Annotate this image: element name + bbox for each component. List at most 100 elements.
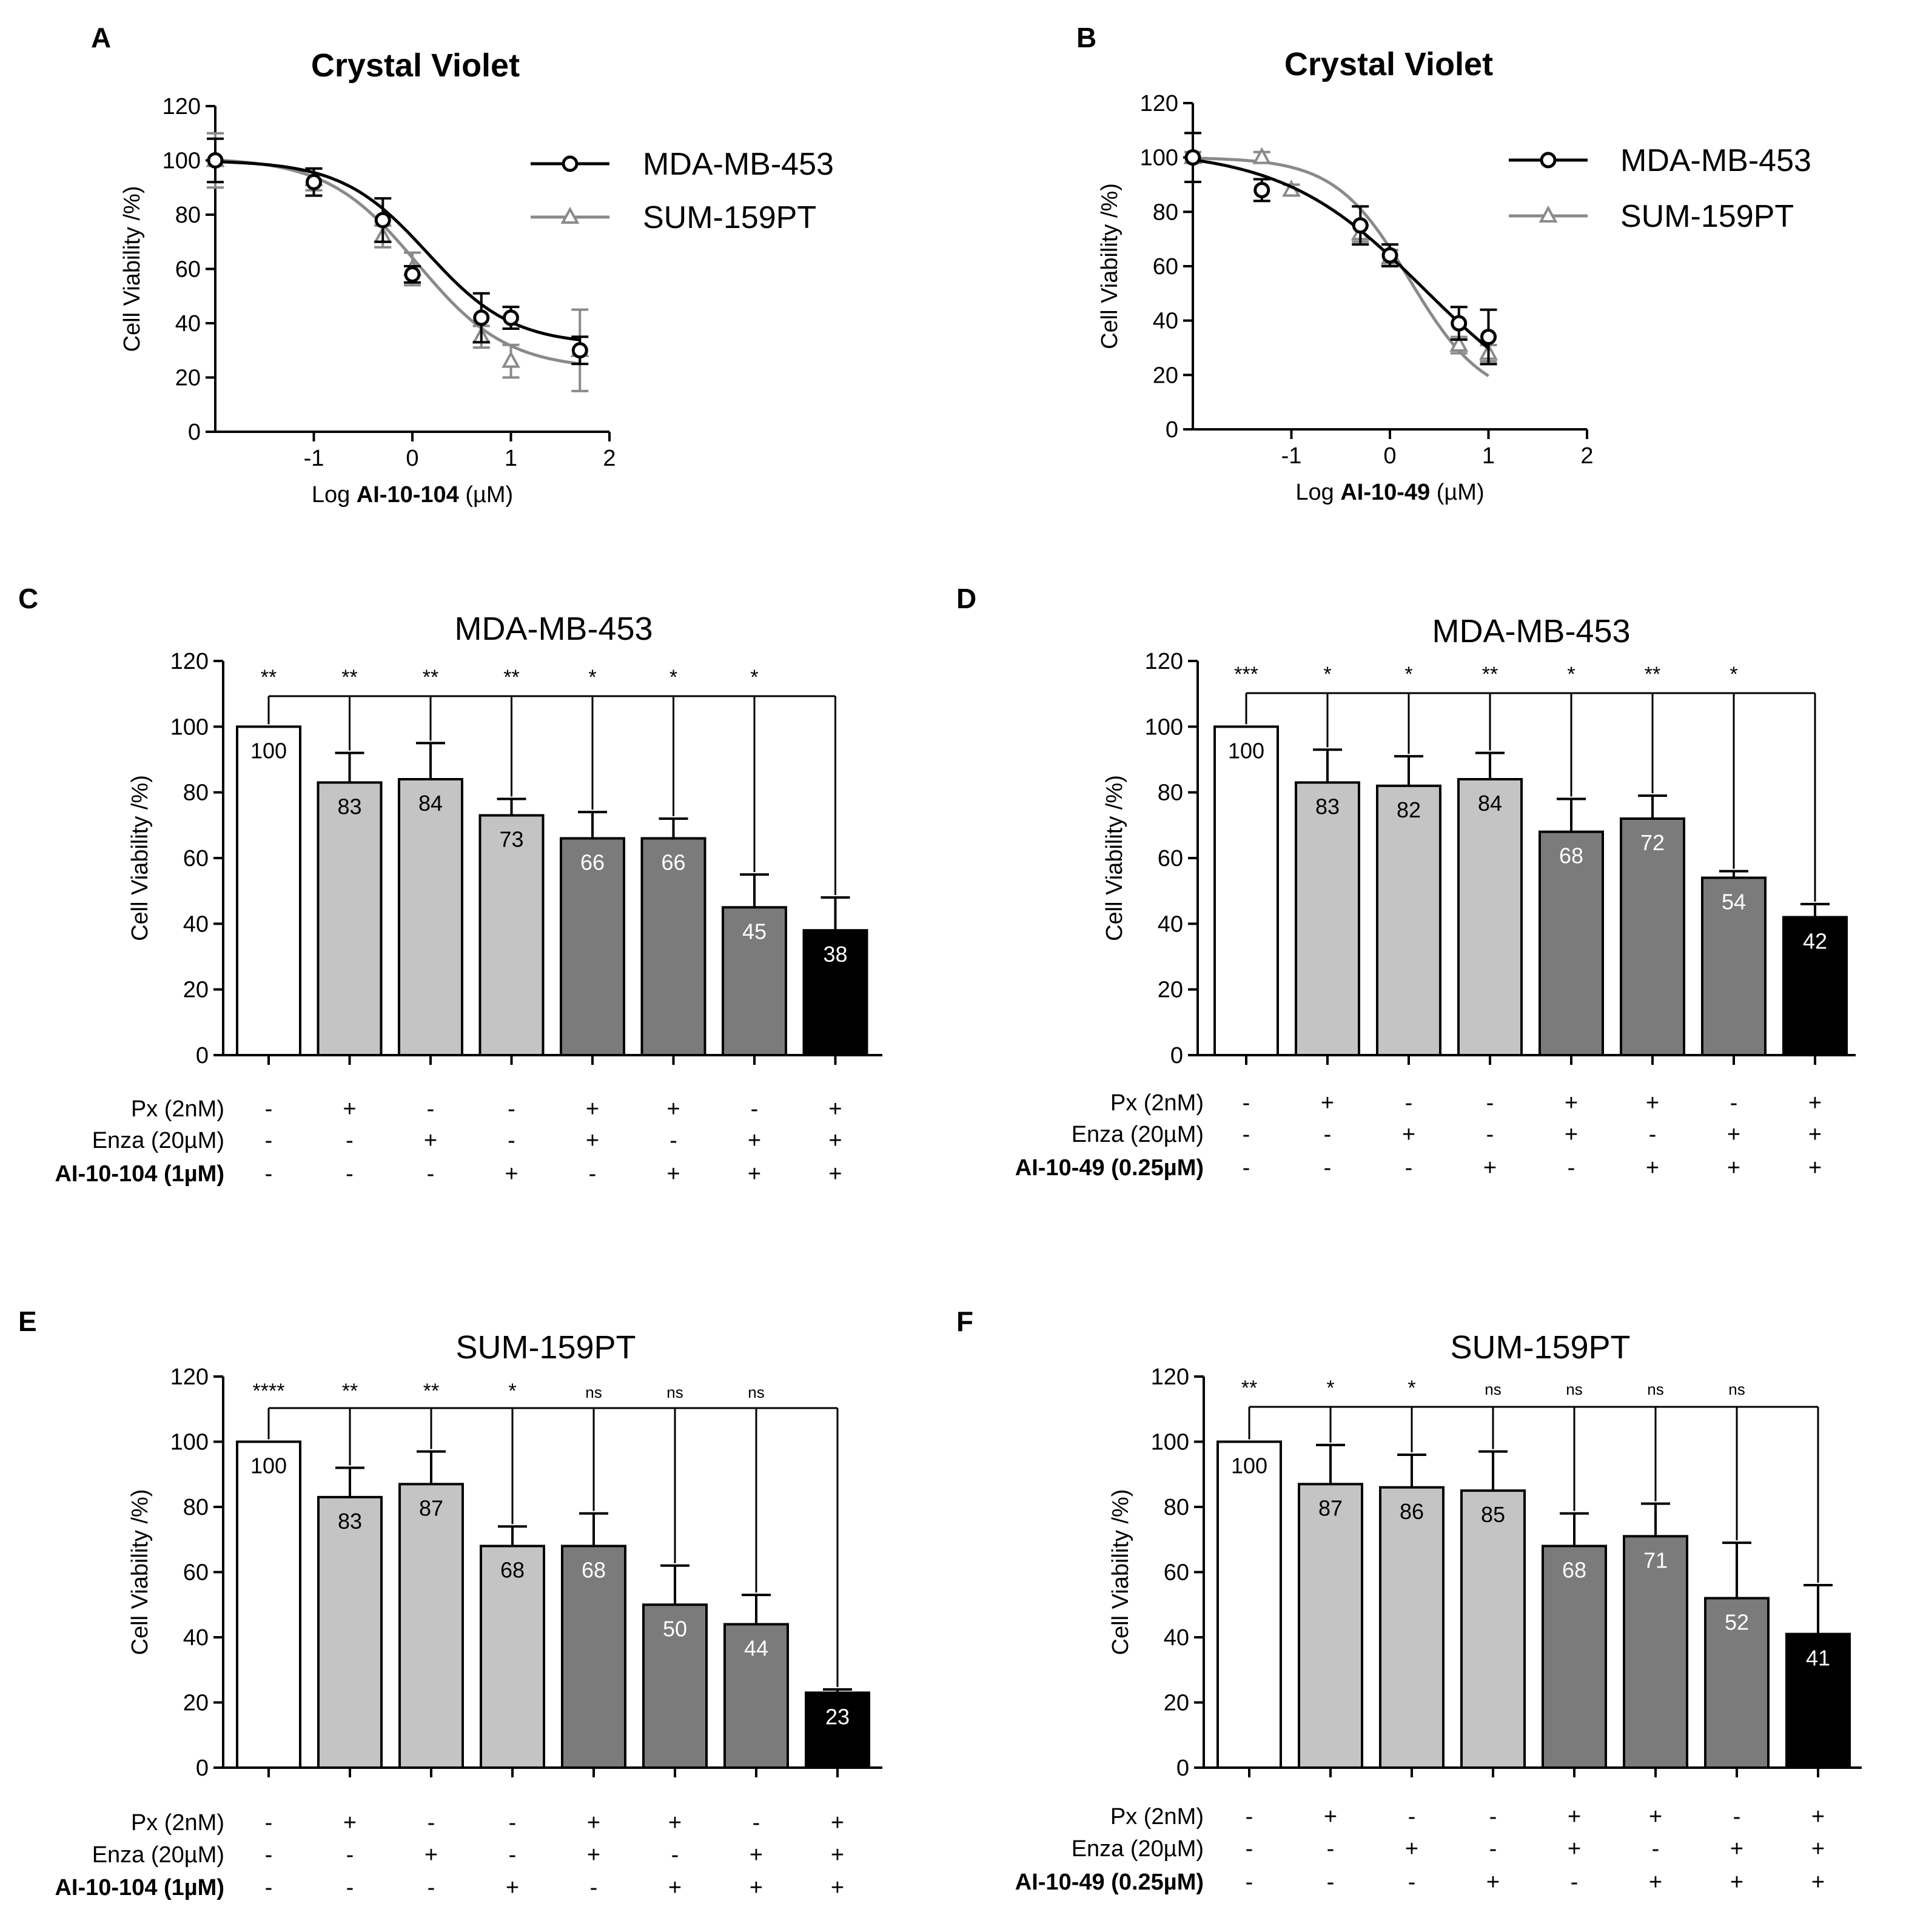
- condition-sign: -: [346, 1842, 354, 1868]
- bar-value-label: 71: [1643, 1548, 1668, 1572]
- y-tick-label: 40: [175, 311, 201, 337]
- condition-sign: -: [265, 1810, 273, 1836]
- bar-value-label: 73: [499, 827, 523, 852]
- condition-sign: +: [1321, 1090, 1334, 1116]
- bar: [1379, 1486, 1445, 1769]
- y-tick-label: 40: [1164, 1625, 1189, 1651]
- bar-value-label: 87: [419, 1495, 443, 1520]
- x-tick-label: -1: [1281, 443, 1302, 469]
- y-tick-label: 80: [175, 203, 201, 228]
- bar: [805, 1691, 870, 1769]
- bar: [1782, 916, 1848, 1056]
- condition-sign: +: [1649, 1804, 1662, 1830]
- y-tick-label: 100: [1140, 146, 1178, 171]
- bar-value-label: 100: [250, 1454, 287, 1478]
- condition-sign: +: [1730, 1870, 1743, 1895]
- bar: [236, 725, 301, 1057]
- condition-sign: +: [1568, 1804, 1581, 1830]
- bar-value-label: 23: [825, 1704, 850, 1729]
- condition-sign: +: [1324, 1804, 1337, 1830]
- chart-title: SUM-159PT: [1450, 1329, 1630, 1366]
- bar-value-label: 42: [1803, 929, 1827, 954]
- y-tick-label: 20: [1164, 1691, 1189, 1716]
- data-point: [374, 212, 391, 229]
- condition-sign: -: [509, 1842, 517, 1868]
- condition-sign: -: [1327, 1836, 1335, 1862]
- condition-sign: +: [505, 1161, 518, 1187]
- condition-sign: +: [1808, 1155, 1822, 1181]
- panel-letter: A: [91, 22, 111, 53]
- bar-value-label: 54: [1722, 890, 1746, 914]
- bar: [398, 1483, 464, 1769]
- y-axis-label: Cell Viability /%): [127, 775, 153, 941]
- bar: [1785, 1632, 1851, 1769]
- significance-label: *: [1567, 663, 1575, 686]
- condition-sign: -: [509, 1810, 517, 1836]
- condition-sign: +: [831, 1810, 844, 1836]
- data-point: [1352, 217, 1369, 234]
- panel-d: D MDA-MB-453 0 20 40 60 80 100 120 Cell Viability…: [956, 583, 1856, 1181]
- condition-sign: -: [1486, 1122, 1494, 1147]
- condition-sign: -: [346, 1161, 354, 1187]
- significance-label: *: [508, 1380, 516, 1403]
- bar-value-label: 66: [580, 850, 605, 875]
- y-tick-label: 80: [1164, 1495, 1189, 1520]
- condition-sign: -: [1649, 1122, 1657, 1147]
- condition-sign: +: [668, 1810, 682, 1836]
- bar-value-label: 100: [1231, 1454, 1267, 1478]
- fit-curve-mda-mb-453: [1192, 158, 1490, 350]
- y-tick-label: 80: [183, 780, 209, 806]
- condition-sign: +: [748, 1161, 761, 1187]
- y-tick-label: 100: [170, 714, 209, 740]
- condition-sign: -: [1246, 1804, 1253, 1830]
- condition-label: Enza (20µM): [1072, 1836, 1204, 1862]
- condition-sign: -: [265, 1161, 273, 1187]
- condition-sign: +: [343, 1810, 357, 1836]
- condition-sign: -: [1405, 1090, 1413, 1116]
- x-tick-label: 2: [603, 446, 616, 471]
- fit-curve-mda-mb-453: [215, 160, 580, 341]
- significance-label: ns: [1647, 1380, 1663, 1398]
- bar-value-label: 85: [1481, 1502, 1505, 1527]
- bar-value-label: 44: [744, 1636, 768, 1661]
- data-point: [404, 266, 421, 283]
- condition-sign: +: [828, 1096, 842, 1122]
- condition-sign: +: [1727, 1155, 1740, 1181]
- condition-sign: +: [1811, 1870, 1825, 1895]
- y-tick-label: 60: [1164, 1560, 1189, 1586]
- condition-sign: +: [831, 1875, 844, 1900]
- condition-sign: -: [1486, 1090, 1494, 1116]
- y-tick-label: 60: [183, 846, 209, 871]
- legend-marker: [562, 155, 579, 172]
- bar: [317, 781, 383, 1056]
- condition-sign: -: [1652, 1836, 1660, 1862]
- x-tick-label: 0: [406, 446, 418, 471]
- y-axis-label: Cell Viability /%): [127, 1489, 153, 1655]
- bar-value-label: 45: [742, 919, 767, 944]
- condition-sign: -: [1733, 1804, 1741, 1830]
- condition-label: Enza (20µM): [1072, 1122, 1204, 1147]
- condition-sign: -: [1246, 1836, 1253, 1862]
- bar-value-label: 52: [1725, 1610, 1749, 1635]
- y-tick-label: 40: [1153, 309, 1178, 334]
- data-point: [306, 173, 322, 190]
- panel-letter: F: [956, 1306, 973, 1337]
- x-tick-label: 0: [1383, 443, 1396, 469]
- legend-label: SUM-159PT: [643, 200, 816, 235]
- condition-sign: -: [508, 1128, 515, 1153]
- panel-f: F SUM-159PT 0 20 40 60 80 100 120 Cell Viability …: [956, 1306, 1862, 1895]
- bar-value-label: 72: [1640, 830, 1665, 855]
- condition-sign: +: [1565, 1122, 1578, 1147]
- bar: [1376, 784, 1441, 1057]
- condition-sign: +: [668, 1875, 682, 1900]
- significance-label: **: [1482, 663, 1498, 686]
- condition-sign: -: [265, 1128, 273, 1153]
- panel-letter: B: [1076, 22, 1096, 53]
- data-point: [502, 351, 520, 368]
- legend-label: MDA-MB-453: [643, 147, 834, 182]
- panel-e: E SUM-159PT 0 20 40 60 80 100 120 Cell Viability …: [18, 1306, 882, 1900]
- condition-sign: -: [1327, 1870, 1335, 1895]
- condition-label: Px (2nM): [131, 1096, 224, 1122]
- y-tick-label: 60: [1153, 254, 1178, 280]
- condition-sign: -: [427, 1096, 435, 1122]
